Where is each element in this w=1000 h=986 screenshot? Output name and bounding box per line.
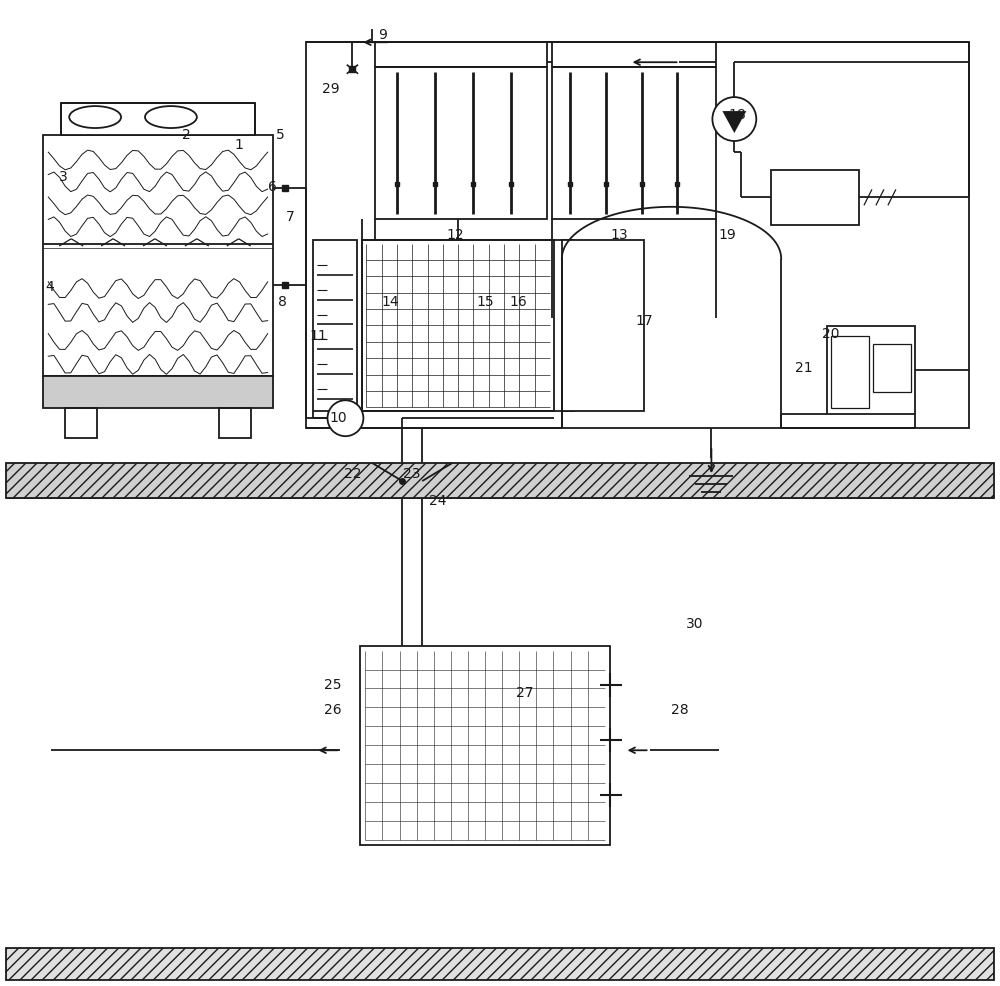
Text: 13: 13 xyxy=(611,228,628,242)
Bar xyxy=(360,646,610,845)
Text: 4: 4 xyxy=(45,280,54,294)
Bar xyxy=(6,463,994,498)
Text: 18: 18 xyxy=(728,108,746,122)
Text: 26: 26 xyxy=(324,703,341,718)
Bar xyxy=(771,170,859,225)
Text: 5: 5 xyxy=(276,128,285,142)
Text: 30: 30 xyxy=(686,616,703,631)
Text: 8: 8 xyxy=(278,295,287,309)
Text: 19: 19 xyxy=(718,228,736,242)
Bar xyxy=(306,42,969,428)
Text: 10: 10 xyxy=(330,411,347,425)
Text: 6: 6 xyxy=(268,179,277,194)
Text: 20: 20 xyxy=(822,327,840,341)
Bar xyxy=(362,240,574,411)
Bar xyxy=(827,326,915,414)
Text: 3: 3 xyxy=(59,170,68,184)
Bar xyxy=(43,135,273,377)
Text: 2: 2 xyxy=(182,128,190,142)
Bar xyxy=(831,336,869,408)
Polygon shape xyxy=(722,111,746,133)
Text: 23: 23 xyxy=(403,467,421,481)
Text: 11: 11 xyxy=(310,329,327,343)
Bar xyxy=(552,67,716,219)
Bar xyxy=(6,948,994,980)
Text: 22: 22 xyxy=(344,467,361,481)
Text: 17: 17 xyxy=(636,315,653,328)
Text: 24: 24 xyxy=(429,494,447,508)
Bar xyxy=(313,240,357,411)
Text: 28: 28 xyxy=(671,703,688,718)
Bar xyxy=(562,240,644,411)
Bar xyxy=(61,104,255,135)
Text: 21: 21 xyxy=(795,361,813,376)
Bar xyxy=(375,67,547,219)
Text: 9: 9 xyxy=(378,29,387,42)
Bar xyxy=(43,377,273,408)
Text: 16: 16 xyxy=(509,295,527,309)
Text: 27: 27 xyxy=(516,686,534,700)
Text: 15: 15 xyxy=(476,295,494,309)
Text: 1: 1 xyxy=(234,138,243,152)
Text: 29: 29 xyxy=(322,82,339,97)
Text: 25: 25 xyxy=(324,678,341,692)
Bar xyxy=(362,240,554,411)
Text: 12: 12 xyxy=(446,228,464,242)
Bar xyxy=(65,408,97,438)
Bar xyxy=(873,344,911,392)
Text: 7: 7 xyxy=(286,210,295,224)
Bar xyxy=(219,408,251,438)
Circle shape xyxy=(327,400,363,436)
Text: 14: 14 xyxy=(381,295,399,309)
Circle shape xyxy=(712,97,756,141)
